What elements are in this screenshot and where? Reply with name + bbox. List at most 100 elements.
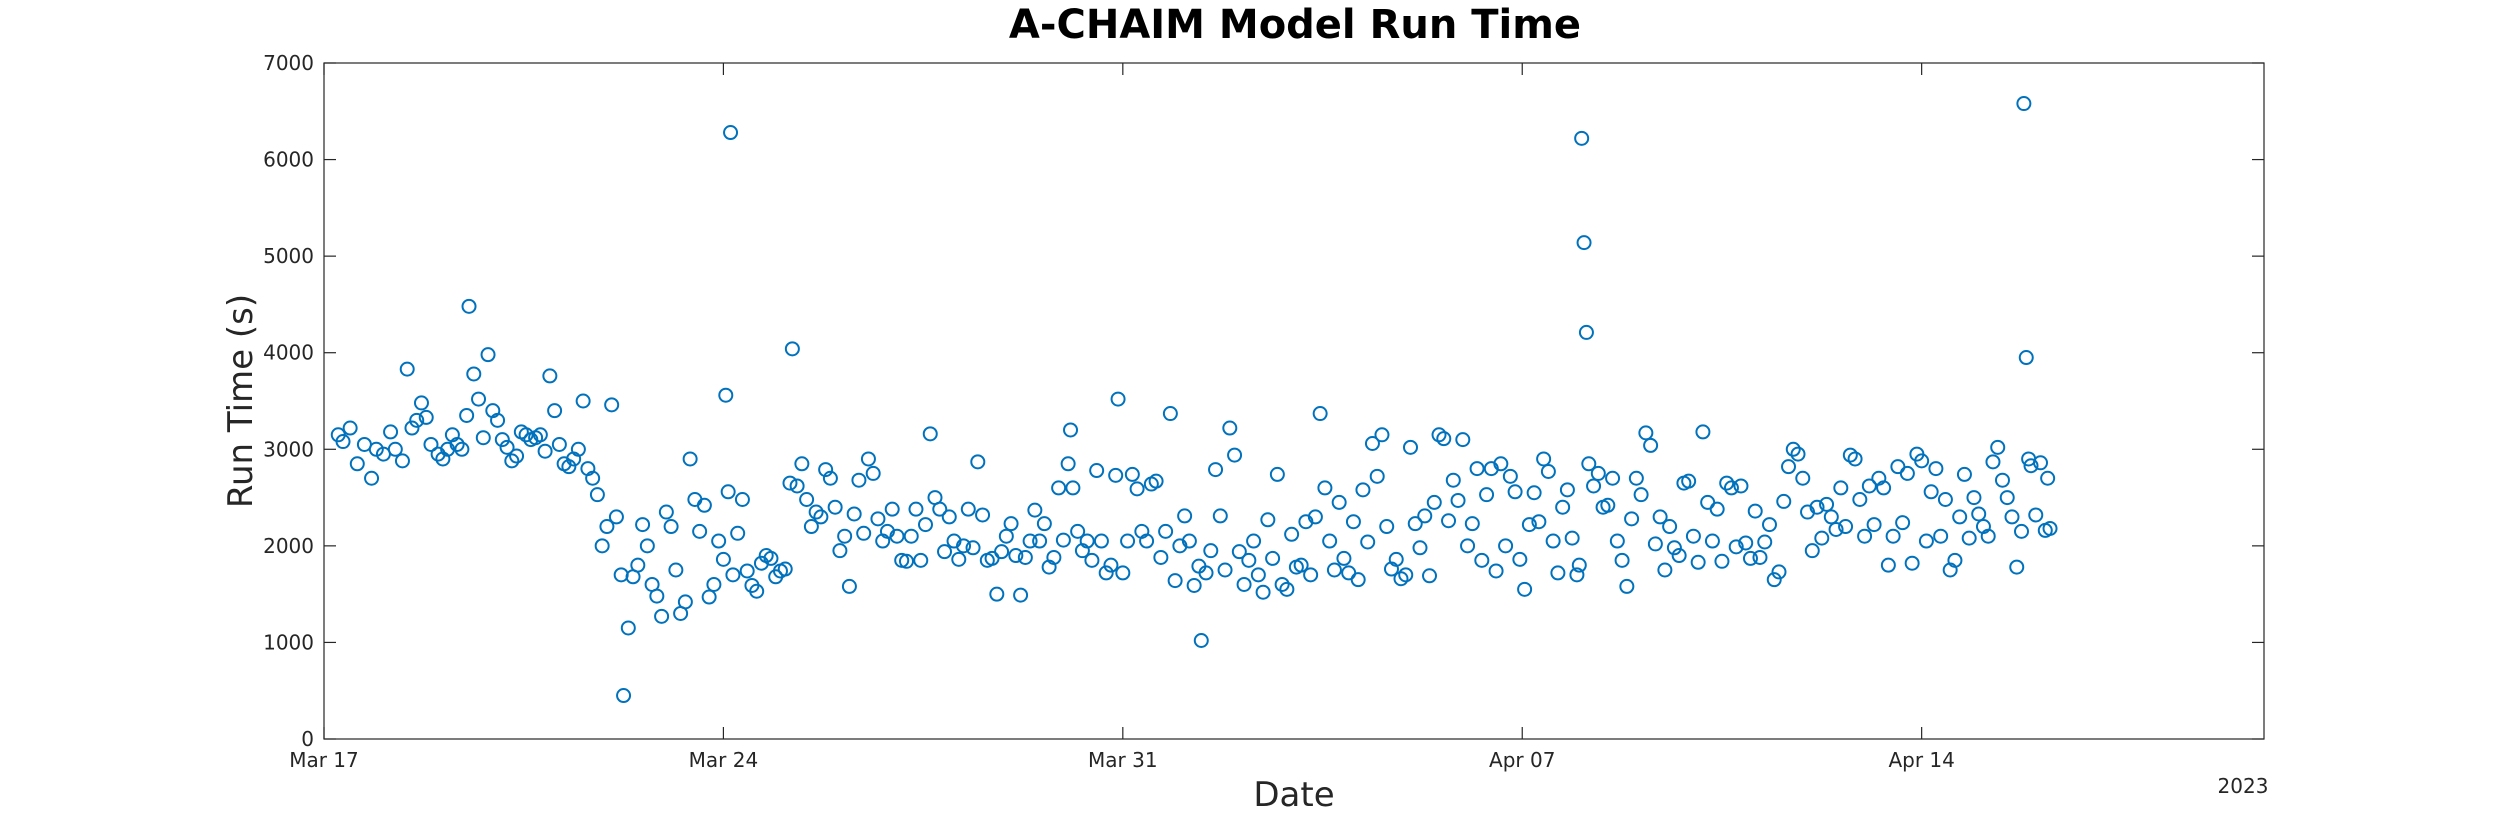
- data-point: [1614, 552, 1630, 568]
- data-point: [1479, 487, 1495, 503]
- x-tick-label: Apr 14: [1888, 748, 1954, 772]
- data-point: [1861, 478, 1877, 494]
- data-point: [1666, 540, 1682, 556]
- data-point: [851, 472, 867, 488]
- data-point: [1326, 562, 1342, 578]
- data-point: [1124, 466, 1140, 482]
- data-point: [1279, 581, 1295, 597]
- data-point: [860, 451, 876, 467]
- data-point: [1379, 519, 1395, 535]
- data-point: [2004, 509, 2020, 525]
- data-point: [818, 462, 834, 478]
- data-point: [1928, 461, 1944, 477]
- data-point: [1255, 584, 1271, 600]
- data-point: [1274, 576, 1290, 592]
- data-point: [994, 544, 1010, 560]
- data-point: [1571, 557, 1587, 573]
- data-point: [1139, 533, 1155, 549]
- data-point: [639, 538, 655, 554]
- data-point: [1008, 548, 1024, 564]
- data-point: [692, 523, 708, 539]
- data-point: [1153, 549, 1169, 565]
- data-point: [941, 509, 957, 525]
- y-tick-label: 3000: [263, 437, 314, 461]
- data-point: [480, 347, 496, 363]
- data-point: [1203, 543, 1219, 559]
- data-point: [616, 688, 632, 704]
- data-point: [720, 484, 736, 500]
- data-point: [599, 519, 615, 535]
- data-point: [1474, 552, 1490, 568]
- data-point: [677, 594, 693, 610]
- data-point: [2040, 470, 2056, 486]
- data-point: [1521, 517, 1537, 533]
- data-point: [1402, 439, 1418, 455]
- data-point: [1838, 519, 1854, 535]
- data-point: [1685, 528, 1701, 544]
- data-point: [1569, 567, 1585, 583]
- data-point: [1250, 567, 1266, 583]
- data-point: [542, 368, 558, 384]
- data-point: [1880, 557, 1896, 573]
- data-point: [1469, 461, 1485, 477]
- data-point: [841, 578, 857, 594]
- data-point: [1017, 549, 1033, 565]
- data-point: [668, 562, 684, 578]
- data-point: [461, 298, 477, 314]
- data-point: [1307, 509, 1323, 525]
- data-point: [1260, 512, 1276, 528]
- data-point: [1115, 565, 1131, 581]
- y-tick-label: 2000: [263, 534, 314, 558]
- data-point: [956, 538, 972, 554]
- data-point: [630, 557, 646, 573]
- data-point: [1436, 431, 1452, 447]
- data-point: [649, 588, 665, 604]
- data-point: [1619, 578, 1635, 594]
- data-point: [1833, 480, 1849, 496]
- data-point: [846, 506, 862, 522]
- data-point: [1269, 466, 1285, 482]
- data-point: [532, 427, 548, 443]
- data-point: [1564, 530, 1580, 546]
- data-point: [687, 492, 703, 508]
- data-point: [1198, 565, 1214, 581]
- data-point: [1063, 422, 1079, 438]
- data-point: [475, 430, 491, 446]
- data-point: [1578, 324, 1594, 340]
- data-point: [696, 497, 712, 513]
- data-point: [1507, 484, 1523, 500]
- y-axis-title: Run Time (s): [221, 294, 261, 508]
- data-point: [349, 456, 365, 472]
- data-point: [399, 361, 415, 377]
- data-point: [1502, 468, 1518, 484]
- data-point: [551, 436, 567, 452]
- data-point: [794, 456, 810, 472]
- data-point: [1355, 482, 1371, 498]
- data-point: [604, 397, 620, 413]
- data-point: [1120, 533, 1136, 549]
- data-point: [387, 441, 403, 457]
- data-point: [937, 544, 953, 560]
- data-point: [711, 533, 727, 549]
- y-axis: 0 1000 2000 3000 4000 5000 6000 7000: [263, 51, 2264, 751]
- data-point: [518, 427, 534, 443]
- data-point: [1167, 573, 1183, 589]
- data-point: [1994, 472, 2010, 488]
- data-point: [1407, 516, 1423, 532]
- y-tick-label: 5000: [263, 244, 314, 268]
- data-point: [1455, 432, 1471, 448]
- data-point: [1398, 567, 1414, 583]
- data-points: [330, 96, 2058, 704]
- data-point: [1681, 473, 1697, 489]
- y-tick-label: 7000: [263, 51, 314, 75]
- data-point: [1999, 490, 2015, 506]
- data-point: [1110, 391, 1126, 407]
- data-point: [1638, 425, 1654, 441]
- data-point: [1757, 534, 1773, 550]
- data-point: [932, 501, 948, 517]
- data-point: [865, 465, 881, 481]
- data-point: [1605, 470, 1621, 486]
- data-point: [1193, 632, 1209, 648]
- data-point: [1060, 456, 1076, 472]
- data-point: [984, 550, 1000, 566]
